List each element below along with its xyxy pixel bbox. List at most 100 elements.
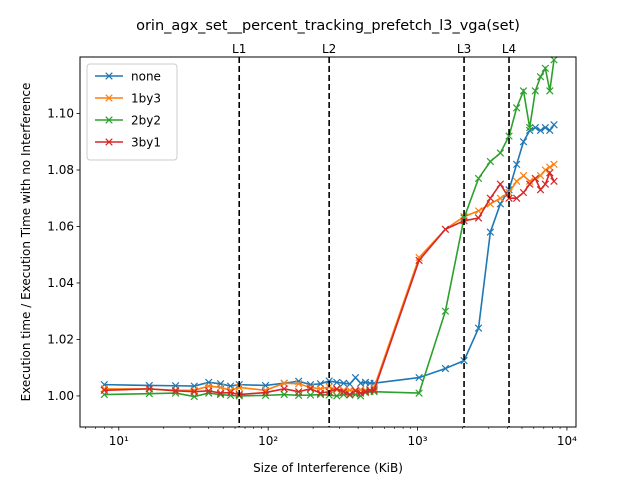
data-point-none [546,126,554,135]
data-point-3by1 [486,194,495,202]
data-point-1by3 [525,177,534,185]
data-point-3by1 [541,180,550,188]
data-point-1by3 [512,177,521,185]
data-point-1by3 [216,383,225,392]
data-point-none [486,228,495,236]
data-point-2by2 [550,56,558,64]
data-point-1by3 [519,171,528,180]
data-point-none [541,123,550,132]
legend-label: 3by1 [131,136,161,150]
data-point-3by1 [474,214,483,222]
data-point-none [441,364,450,373]
data-point-2by2 [512,104,521,112]
legend-item-1by3: 1by3 [95,92,161,106]
y-tick-label: 1.10 [47,106,74,120]
data-point-3by1 [525,180,534,188]
y-tick-label: 1.00 [47,389,74,403]
data-point-3by1 [546,169,554,177]
data-point-3by1 [145,385,154,393]
data-point-3by1 [280,385,288,393]
data-point-2by2 [525,123,534,132]
data-point-3by1 [496,180,505,188]
legend: none 1by3 2by2 3by1 [86,63,178,161]
data-point-3by1 [550,177,558,185]
data-point-1by3 [190,386,198,395]
data-point-3by1 [346,390,354,399]
data-point-none [536,126,545,135]
x-tick-label: 10¹ [109,434,129,448]
x-tick-label: 10⁴ [557,434,577,448]
data-point-2by2 [541,64,550,73]
data-point-3by1 [415,256,423,265]
legend-item-2by2: 2by2 [95,114,161,128]
data-point-none [333,378,341,387]
data-point-3by1 [370,386,378,395]
y-tick-label: 1.02 [47,332,74,346]
vline-label: L2 [322,42,336,56]
data-point-2by2 [415,389,423,397]
data-point-none [474,324,483,332]
data-point-2by2 [531,87,540,95]
data-point-3by1 [351,387,360,395]
axis-layer: 10¹ 10² 10³ 10⁴ 1.00 1.02 1.04 1.06 1.08 1.10 L1 L2… [47,42,577,448]
data-point-2by2 [496,149,505,157]
data-point-2by2 [536,73,545,81]
data-point-none [339,379,348,387]
data-point-1by3 [294,380,303,388]
data-point-none [505,186,513,194]
data-point-3by1 [226,388,235,397]
data-point-1by3 [235,383,243,392]
x-axis-label: Size of Interference (KiB) [253,461,403,475]
data-point-3by1 [531,174,540,183]
data-point-2by2 [333,392,341,400]
data-point-none [145,381,154,390]
legend-label: 1by3 [131,92,161,106]
data-point-none [415,373,423,382]
legend-box [86,63,178,161]
chart-title: orin_agx_set__percent_tracking_prefetch_… [136,18,520,34]
x-tick-label: 10³ [408,434,428,448]
data-point-3by1 [100,386,109,395]
data-point-3by1 [441,225,450,234]
data-point-3by1 [190,387,198,396]
data-point-none [550,121,558,129]
y-tick-label: 1.06 [47,219,74,233]
data-point-1by3 [280,379,288,387]
y-tick-label: 1.04 [47,276,74,290]
data-point-2by2 [486,157,495,166]
data-point-none [525,126,534,135]
data-point-3by1 [316,389,325,397]
data-point-2by2 [441,307,450,315]
data-point-3by1 [294,387,303,396]
data-point-3by1 [171,387,180,395]
data-point-2by2 [280,390,288,399]
plot-frame [79,56,577,428]
legend-label: 2by2 [131,114,161,128]
plot-layer [100,56,558,401]
legend-item-3by1: 3by1 [95,136,161,150]
y-tick-label: 1.08 [47,163,74,177]
vline-label: L1 [232,42,246,56]
vline-label: L4 [502,42,516,56]
data-point-1by3 [496,194,505,202]
data-point-2by2 [505,132,513,140]
data-point-3by1 [356,389,365,397]
legend-label: none [131,70,161,84]
data-point-1by3 [550,160,558,169]
data-point-none [512,160,521,169]
data-point-2by2 [546,87,554,95]
data-point-1by3 [100,385,109,393]
data-point-3by1 [512,194,521,202]
data-point-none [496,200,505,208]
data-point-1by3 [415,253,423,262]
x-tick-label: 10² [258,434,278,448]
data-point-3by1 [505,194,513,202]
data-point-3by1 [519,188,528,197]
data-point-2by2 [519,87,528,95]
data-point-none [460,356,468,365]
data-point-none [531,123,540,132]
vline-label: L3 [457,42,471,56]
data-point-3by1 [333,385,341,393]
data-point-none [519,138,528,146]
